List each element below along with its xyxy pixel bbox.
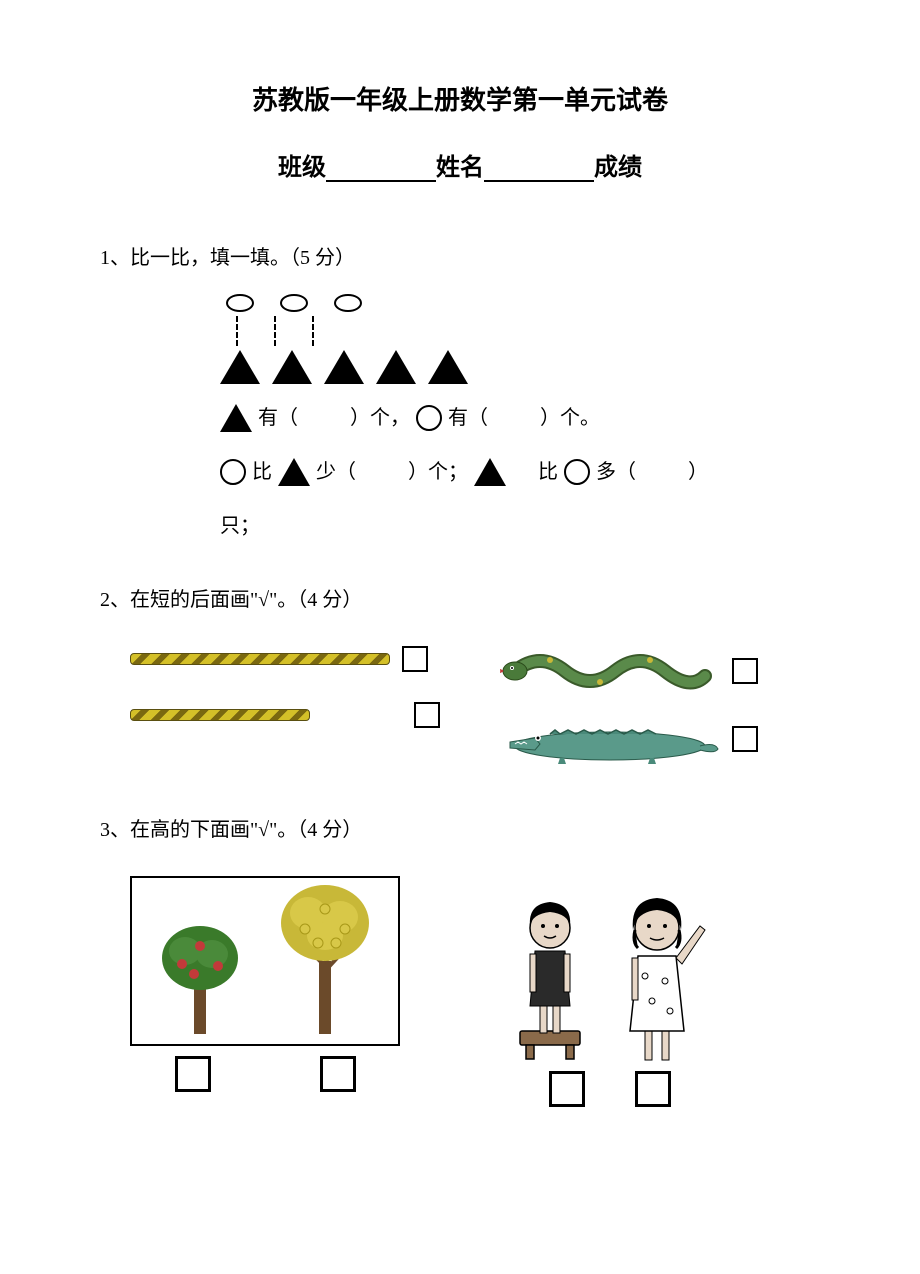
rope-short: [130, 709, 310, 721]
rope-long: [130, 653, 390, 665]
q1-diagram: [220, 294, 820, 384]
name-blank[interactable]: [484, 158, 594, 182]
blank[interactable]: [642, 454, 682, 490]
ovals-row: [226, 294, 820, 312]
tree-short: [150, 916, 250, 1036]
q3-prompt: 3、在高的下面画"√"。（4 分）: [100, 814, 820, 846]
q2-content: [130, 646, 820, 764]
blank[interactable]: [362, 454, 402, 490]
text: ）个。: [540, 400, 600, 436]
rope-row-long: [130, 646, 440, 672]
checkbox-tree-short[interactable]: [175, 1056, 211, 1092]
q1-fill-line-3: 只；: [220, 508, 820, 544]
text: ）: [688, 454, 708, 490]
dash-line: [274, 316, 276, 346]
triangle-shape: [324, 350, 364, 384]
text: ）个；: [408, 454, 468, 490]
class-blank[interactable]: [326, 158, 436, 182]
kids-image: [490, 876, 730, 1061]
ropes-block: [130, 646, 440, 764]
q2-prompt: 2、在短的后面画"√"。（4 分）: [100, 584, 820, 616]
checkbox-crocodile[interactable]: [732, 726, 758, 752]
blank[interactable]: [304, 400, 344, 436]
student-info-line: 班级 姓名 成绩: [100, 147, 820, 182]
tree-tall: [270, 881, 380, 1036]
q3-content: [130, 876, 820, 1107]
oval-shape: [280, 294, 308, 312]
animals-block: [500, 646, 758, 764]
oval-shape: [334, 294, 362, 312]
blank[interactable]: [494, 400, 534, 436]
triangle-shape: [376, 350, 416, 384]
class-label: 班级: [278, 155, 326, 181]
checkbox-rope-short[interactable]: [414, 702, 440, 728]
snake-image: [500, 646, 720, 696]
dash-line: [312, 316, 314, 346]
q1-fill-line-2: 比 少（ ）个； 比 多（ ）: [220, 454, 820, 490]
text: 有（: [448, 400, 488, 436]
trees-frame: [130, 876, 400, 1046]
text: 比: [538, 454, 558, 490]
crocodile-image: [500, 714, 720, 764]
triangle-icon: [220, 404, 252, 432]
text: ）个，: [350, 400, 410, 436]
snake-row: [500, 646, 758, 696]
rope-row-short: [130, 702, 440, 728]
worksheet-title: 苏教版一年级上册数学第一单元试卷: [100, 80, 820, 117]
checkbox-kid-standing[interactable]: [635, 1071, 671, 1107]
name-label: 姓名: [436, 155, 484, 181]
triangle-shape: [272, 350, 312, 384]
trees-checkboxes: [130, 1056, 400, 1092]
q1-fill-line-1: 有（ ）个， 有（ ）个。: [220, 400, 820, 436]
circle-icon: [220, 459, 246, 485]
oval-shape: [226, 294, 254, 312]
kids-checkboxes: [549, 1071, 671, 1107]
text: 只；: [220, 508, 260, 544]
circle-icon: [416, 405, 442, 431]
text: 比: [252, 454, 272, 490]
triangle-shape: [428, 350, 468, 384]
triangles-row: [220, 350, 820, 384]
dash-connectors: [236, 316, 820, 346]
dash-line: [236, 316, 238, 346]
trees-column: [130, 876, 400, 1107]
checkbox-rope-long[interactable]: [402, 646, 428, 672]
text: 有（: [258, 400, 298, 436]
triangle-icon: [474, 458, 506, 486]
kids-column: [490, 876, 730, 1107]
checkbox-tree-tall[interactable]: [320, 1056, 356, 1092]
crocodile-row: [500, 714, 758, 764]
triangle-shape: [220, 350, 260, 384]
checkbox-snake[interactable]: [732, 658, 758, 684]
score-label: 成绩: [594, 155, 642, 181]
text: [512, 454, 532, 490]
checkbox-kid-on-stool[interactable]: [549, 1071, 585, 1107]
text: 少（: [316, 454, 356, 490]
q1-prompt: 1、比一比，填一填。（5 分）: [100, 242, 820, 274]
circle-icon: [564, 459, 590, 485]
text: 多（: [596, 454, 636, 490]
triangle-icon: [278, 458, 310, 486]
